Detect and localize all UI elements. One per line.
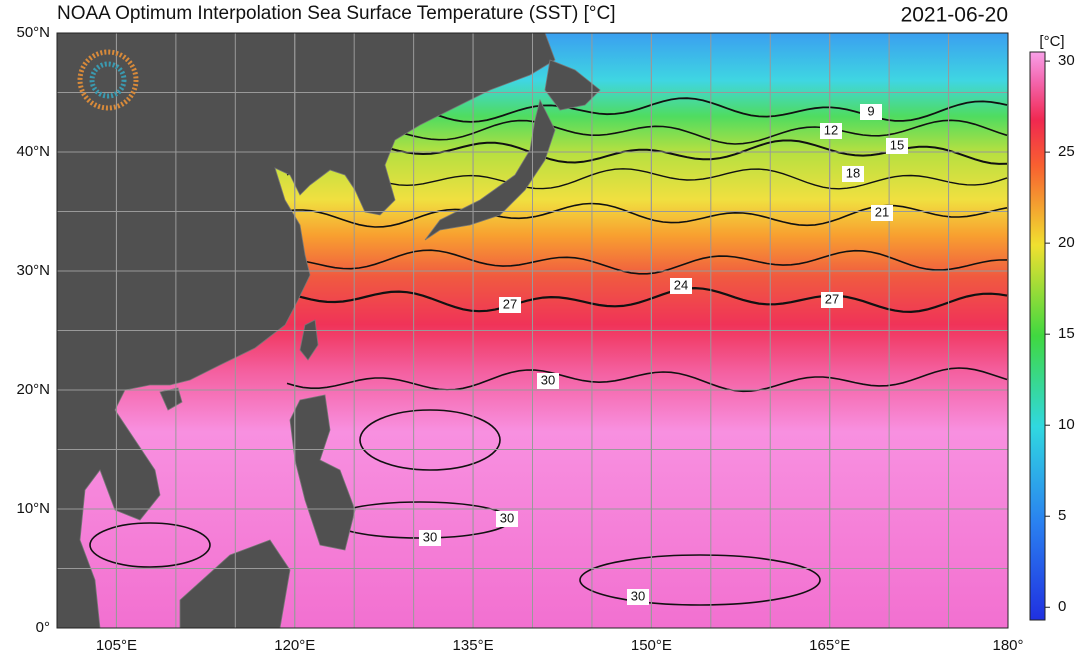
grid [57, 33, 1008, 628]
contour-label: 18 [846, 165, 860, 180]
lon-tick-label: 165°E [809, 637, 850, 654]
contour-line [359, 409, 501, 471]
logo [77, 49, 139, 111]
contour-line [286, 165, 1008, 190]
contour-label: 15 [890, 137, 904, 152]
colorbar-tick-label: 5 [1058, 507, 1066, 524]
contour-line [89, 522, 211, 568]
contour-label: 12 [824, 122, 838, 137]
contour-label: 21 [875, 204, 889, 219]
contour-line [286, 249, 1008, 275]
contour-label: 30 [541, 372, 555, 387]
lat-tick-label: 40°N [16, 143, 50, 160]
hainan [159, 387, 183, 411]
contour-label-box [860, 104, 882, 120]
lat-tick-label: 30°N [16, 262, 50, 279]
contour-label: 24 [674, 277, 688, 292]
lat-tick-label: 10°N [16, 500, 50, 517]
map-frame [56, 32, 1009, 629]
contour-labels: 9 12 15 18 21 24 27 27 30 30 30 30 [419, 103, 908, 605]
contour-line [286, 286, 1008, 314]
lon-tick-label: 150°E [631, 637, 672, 654]
contour-label-box [496, 511, 518, 527]
mainland [57, 33, 556, 628]
contour-label-box [821, 292, 843, 308]
hokkaido [544, 59, 601, 111]
colorbar [1029, 51, 1046, 621]
contour-label-box [871, 205, 893, 221]
contour-label: 30 [500, 510, 514, 525]
contour-label-box [842, 166, 864, 182]
contour-label: 27 [503, 296, 517, 311]
lon-tick-label: 105°E [96, 637, 137, 654]
contour-line [286, 119, 1008, 145]
contour-label-box [419, 530, 441, 546]
colorbar-tick-label: 20 [1058, 234, 1075, 251]
colorbar-tick-label: 25 [1058, 143, 1075, 160]
lat-tick-label: 20°N [16, 381, 50, 398]
colorbar-tick-label: 15 [1058, 325, 1075, 342]
contour-label-box [886, 138, 908, 154]
contour-label-box [820, 123, 842, 139]
colorbar-tick-label: 30 [1058, 52, 1075, 69]
lat-tick-label: 0° [36, 619, 50, 636]
lat-tick-label: 50°N [16, 24, 50, 41]
contour-label: 30 [631, 588, 645, 603]
colorbar-ticks: 0 5 10 15 20 25 30 [1045, 52, 1075, 615]
contour-label: 30 [423, 529, 437, 544]
lon-tick-label: 120°E [274, 637, 315, 654]
title: NOAA Optimum Interpolation Sea Surface T… [57, 3, 615, 24]
colorbar-tick-label: 0 [1058, 598, 1066, 615]
lon-tick-label: 135°E [453, 637, 494, 654]
contour-label-box [627, 589, 649, 605]
contour-line [579, 554, 821, 606]
contour-label-box [670, 278, 692, 294]
contour-label-box [499, 297, 521, 313]
contour-label-box [537, 373, 559, 389]
map [57, 33, 1008, 628]
contour-label: 9 [867, 103, 874, 118]
contour-label: 27 [825, 291, 839, 306]
colorbar-unit: [°C] [1039, 33, 1064, 50]
philippines [289, 394, 356, 551]
date: 2021-06-20 [901, 4, 1008, 27]
colorbar-tick-label: 10 [1058, 416, 1075, 433]
axes: 105°E 120°E 135°E 150°E 165°E 180°50°N40°N30°… [16, 24, 1023, 654]
contour-line [286, 367, 1008, 393]
lon-tick-label: 180° [992, 637, 1023, 654]
